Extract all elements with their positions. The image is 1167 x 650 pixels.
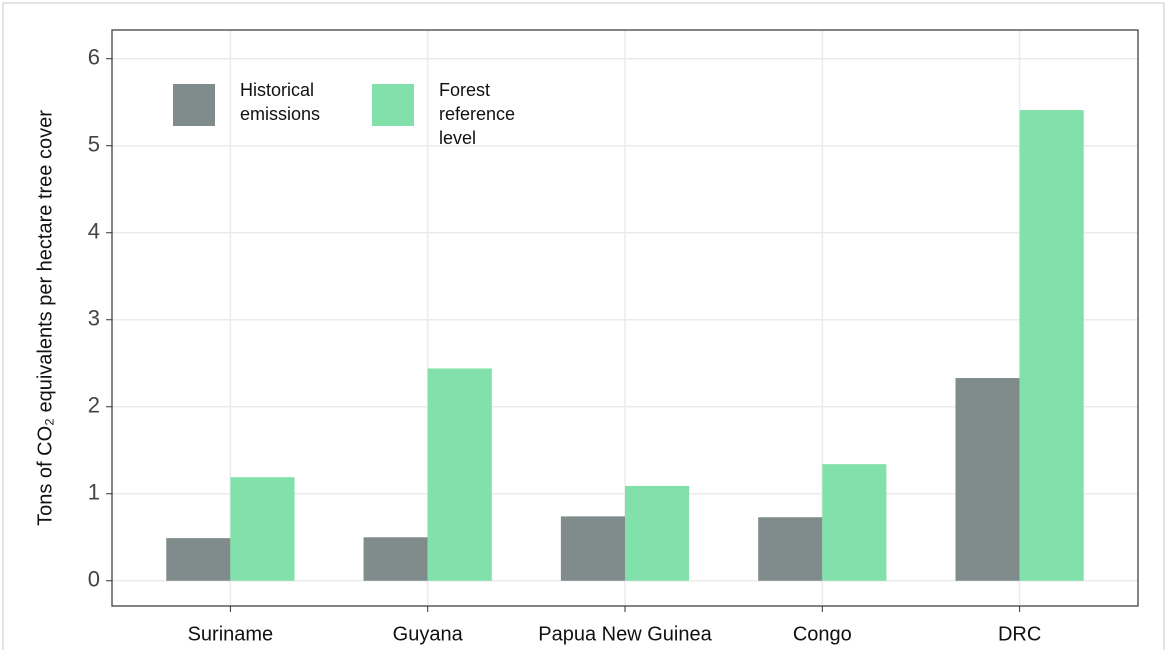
bar bbox=[758, 517, 823, 581]
y-axis-label: Tons of CO₂ equivalents per hectare tree… bbox=[34, 110, 56, 526]
y-tick-label: 4 bbox=[88, 219, 100, 244]
bar bbox=[166, 538, 231, 581]
y-tick-label: 5 bbox=[88, 132, 100, 157]
bar bbox=[625, 485, 690, 581]
y-tick-label: 6 bbox=[88, 45, 100, 70]
y-tick-label: 3 bbox=[88, 306, 100, 331]
bars bbox=[166, 110, 1084, 581]
x-tick-label: DRC bbox=[998, 623, 1041, 645]
x-tick-label: Congo bbox=[793, 623, 852, 645]
y-tick-label: 1 bbox=[88, 480, 100, 505]
bar bbox=[1019, 110, 1084, 581]
y-tick-label: 2 bbox=[88, 393, 100, 418]
bar bbox=[822, 464, 887, 581]
bar bbox=[363, 537, 428, 581]
bar bbox=[560, 516, 625, 581]
x-tick-label: Suriname bbox=[188, 623, 274, 645]
x-tick-label: Papua New Guinea bbox=[538, 623, 712, 645]
y-tick-label: 0 bbox=[88, 567, 100, 592]
legend-swatch bbox=[372, 84, 414, 126]
bar bbox=[230, 477, 295, 581]
x-tick-label: Guyana bbox=[393, 623, 464, 645]
legend-label: Forest reference level bbox=[439, 80, 516, 148]
legend-swatch bbox=[173, 84, 215, 126]
bar bbox=[427, 368, 492, 581]
bar bbox=[955, 378, 1020, 581]
legend-label: Historical emissions bbox=[240, 80, 321, 124]
